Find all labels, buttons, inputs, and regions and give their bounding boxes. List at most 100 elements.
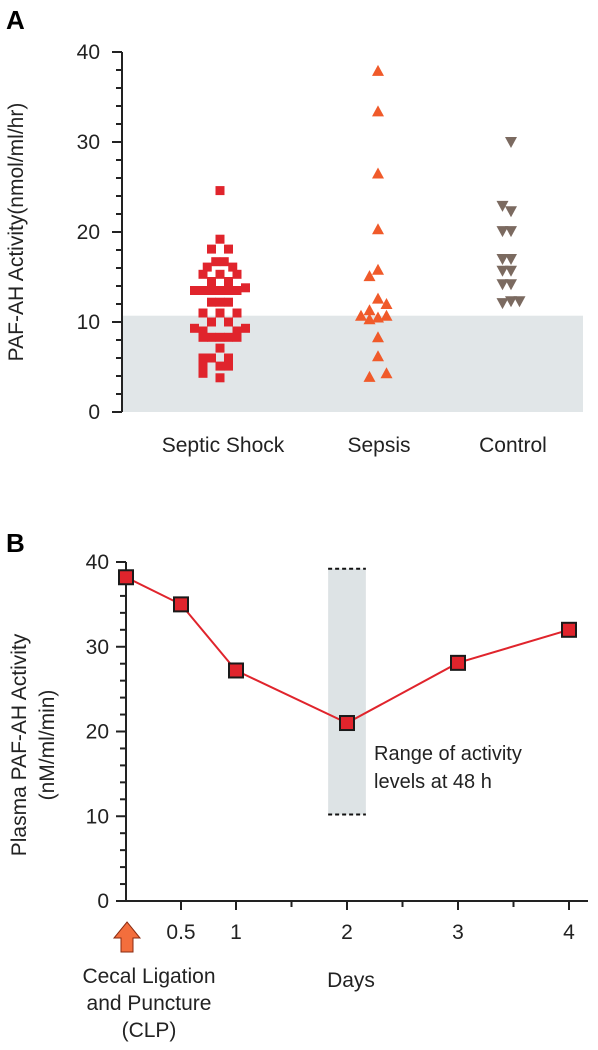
data-point-septic-shock — [198, 332, 208, 342]
data-point-septic-shock — [224, 286, 233, 295]
y-tick-label: 10 — [77, 311, 100, 334]
y-tick-label: 0 — [97, 890, 109, 913]
data-point-septic-shock — [219, 257, 229, 267]
y-tick-label: 30 — [86, 636, 109, 659]
clp-label-line-1: Cecal Ligation — [82, 965, 215, 988]
data-point-septic-shock — [224, 317, 233, 327]
data-point-control — [496, 226, 509, 238]
data-point-control — [496, 200, 509, 212]
data-point-septic-shock — [207, 244, 216, 254]
panel-a: A 0 10 20 30 40 PAF-AH Activity(nmol/ml/… — [5, 5, 583, 457]
data-point-septic-shock — [224, 244, 233, 254]
x-ticks — [180, 901, 570, 910]
data-point-septic-shock — [198, 308, 208, 318]
y-tick-label: 40 — [77, 41, 100, 64]
data-point-marker — [450, 654, 466, 671]
data-point-sepsis — [380, 298, 393, 309]
data-point-control — [496, 265, 509, 277]
category-label-septic-shock: Septic Shock — [162, 434, 285, 457]
y-tick-label: 30 — [77, 131, 100, 154]
range-annotation-line-1: Range of activity — [374, 743, 522, 765]
data-point-septic-shock — [211, 257, 221, 267]
y-tick-label: 10 — [86, 805, 109, 828]
data-point-sepsis — [372, 64, 384, 76]
y-ticks — [116, 561, 126, 902]
data-point-control — [505, 296, 517, 308]
data-point-marker — [339, 715, 355, 732]
data-point-sepsis — [372, 311, 384, 323]
data-point-control — [496, 279, 509, 291]
data-point-septic-shock — [228, 262, 238, 272]
data-point-septic-shock — [232, 326, 242, 336]
data-point-septic-shock — [198, 361, 208, 371]
data-point-sepsis — [372, 292, 384, 304]
y-tick-label: 0 — [88, 401, 100, 424]
data-point-sepsis — [372, 350, 384, 362]
data-point-septic-shock — [215, 286, 225, 295]
data-point-septic-shock — [232, 269, 242, 279]
data-point-sepsis — [372, 223, 384, 235]
panel-a-letter: A — [6, 5, 25, 35]
data-point-septic-shock — [207, 286, 216, 295]
data-point-septic-shock — [207, 297, 216, 307]
data-point-control — [496, 298, 509, 310]
data-point-septic-shock — [198, 326, 208, 336]
y-tick-label: 40 — [86, 551, 109, 574]
data-points — [190, 64, 526, 383]
data-point-marker — [173, 596, 189, 613]
data-point-control — [505, 265, 517, 277]
data-point-septic-shock — [198, 353, 208, 363]
range-band — [328, 568, 366, 815]
y-tick-label: 20 — [77, 221, 100, 244]
x-tick-label: 1 — [230, 921, 242, 944]
data-point-septic-shock — [241, 323, 250, 333]
data-point-septic-shock — [215, 343, 225, 353]
data-point-septic-shock — [207, 353, 216, 363]
clp-arrow-icon — [112, 921, 142, 953]
data-point-septic-shock — [224, 353, 233, 363]
data-point-septic-shock — [198, 269, 208, 279]
y-tick-label: 20 — [86, 721, 109, 744]
data-point-septic-shock — [190, 323, 199, 333]
data-point-sepsis — [363, 313, 376, 325]
data-point-septic-shock — [215, 308, 225, 318]
data-point-septic-shock — [232, 308, 242, 318]
data-point-septic-shock — [207, 277, 216, 286]
y-axis-unit: (nM/ml/min) — [36, 690, 59, 801]
data-point-sepsis — [380, 309, 393, 321]
y-axis-title: PAF-AH Activity(nmol/ml/hr) — [5, 103, 28, 362]
clp-label-line-3: (CLP) — [122, 1019, 177, 1042]
series-line — [125, 576, 570, 725]
data-point-sepsis — [372, 263, 384, 275]
panel-b-letter: B — [6, 528, 25, 558]
data-point-control — [496, 254, 509, 265]
data-point-septic-shock — [232, 286, 242, 295]
category-label-control: Control — [479, 434, 547, 457]
data-point-control — [505, 206, 517, 218]
panel-b: B 0 10 20 30 40 0.5 1 2 3 4 Plasma PAF-A… — [6, 528, 588, 1042]
y-ticks — [112, 51, 122, 413]
data-point-septic-shock — [215, 361, 225, 371]
data-point-sepsis — [363, 270, 376, 282]
data-point-septic-shock — [224, 361, 233, 371]
data-point-marker — [561, 621, 577, 638]
x-tick-label: 4 — [563, 921, 575, 944]
data-point-marker — [118, 569, 134, 586]
x-tick-label: 2 — [341, 921, 353, 944]
data-point-sepsis — [372, 105, 384, 117]
data-point-septic-shock — [190, 286, 199, 295]
data-point-septic-shock — [207, 317, 216, 327]
data-point-marker — [228, 662, 244, 679]
data-point-control — [505, 226, 517, 238]
category-label-sepsis: Sepsis — [347, 434, 410, 457]
y-axis-title: Plasma PAF-AH Activity — [8, 633, 31, 856]
data-point-sepsis — [372, 331, 384, 343]
x-axis-title: Days — [327, 969, 375, 992]
x-tick-label: 3 — [452, 921, 464, 944]
data-point-sepsis — [363, 370, 376, 382]
x-tick-label: 0.5 — [166, 921, 195, 944]
clp-label-line-2: and Puncture — [87, 992, 212, 1015]
data-point-septic-shock — [215, 297, 225, 307]
data-point-sepsis — [380, 367, 393, 379]
